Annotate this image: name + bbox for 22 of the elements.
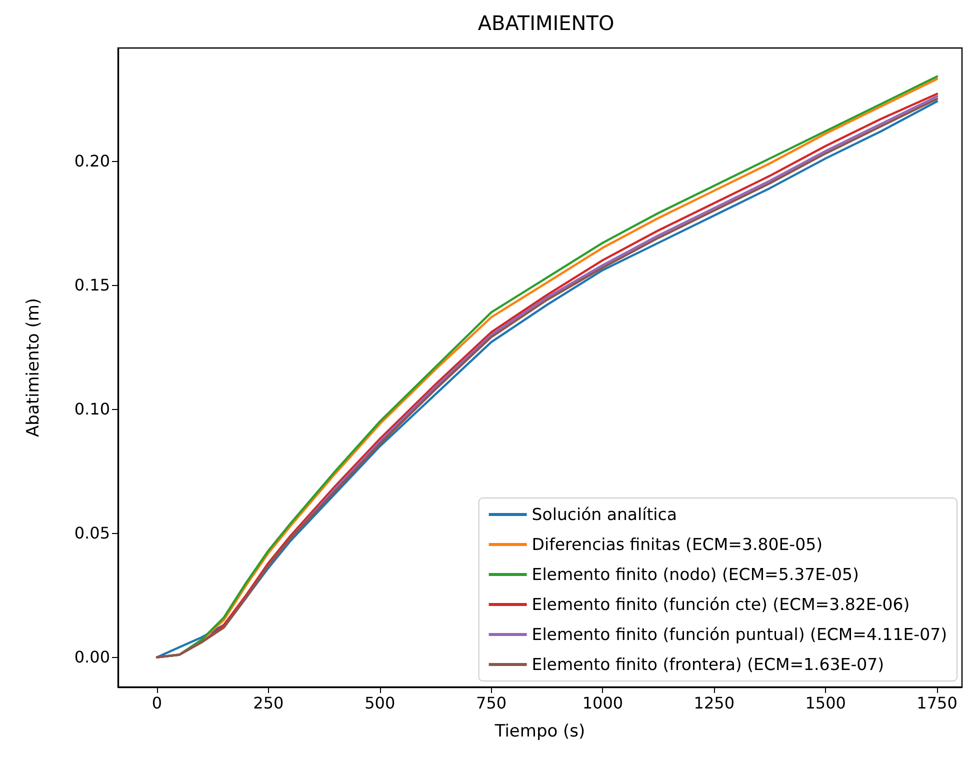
x-tick-label: 750 <box>476 694 507 712</box>
x-tick-label: 0 <box>152 694 162 712</box>
y-tick-label: 0.15 <box>74 275 110 294</box>
legend-label: Elemento finito (nodo) (ECM=5.37E-05) <box>532 565 859 584</box>
y-tick-label: 0.20 <box>74 151 110 170</box>
legend-label: Elemento finito (frontera) (ECM=1.63E-07) <box>532 655 884 674</box>
x-tick-label: 250 <box>253 694 284 712</box>
x-tick-label: 1000 <box>582 694 624 712</box>
y-axis-title: Abatimiento (m) <box>24 298 44 438</box>
x-tick-label: 1750 <box>916 694 958 712</box>
y-tick-label: 0.10 <box>74 400 110 419</box>
legend-label: Elemento finito (función puntual) (ECM=4.11E-07) <box>532 625 948 644</box>
legend-label: Diferencias finitas (ECM=3.80E-05) <box>532 535 823 554</box>
x-axis-title: Tiempo (s) <box>494 722 586 742</box>
x-tick-label: 1500 <box>805 694 846 712</box>
x-tick-label: 1250 <box>694 694 735 712</box>
y-tick-label: 0.05 <box>74 524 110 543</box>
legend-label: Elemento finito (función cte) (ECM=3.82E-06) <box>532 595 910 614</box>
x-tick-label: 500 <box>364 694 396 712</box>
chart-title: ABATIMIENTO <box>478 11 614 35</box>
legend-label: Solución analítica <box>532 505 677 524</box>
y-tick-label: 0.00 <box>74 648 110 667</box>
